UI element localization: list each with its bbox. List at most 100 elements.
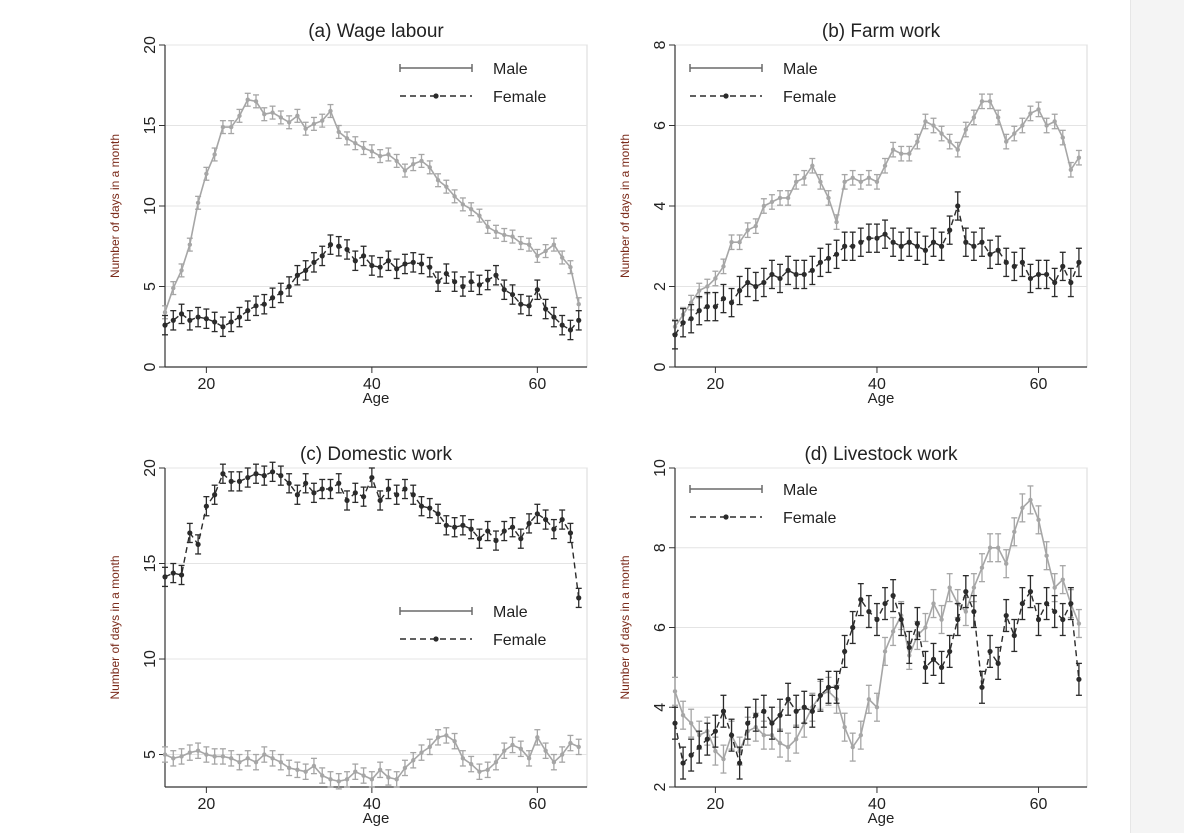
data-point: [858, 596, 864, 603]
data-point: [187, 317, 193, 323]
data-point: [162, 322, 168, 328]
data-point: [162, 574, 168, 580]
data-point: [327, 242, 334, 248]
data-point: [253, 471, 259, 477]
data-point: [411, 161, 416, 167]
y-tick-label: 5: [142, 750, 159, 759]
data-point: [535, 253, 540, 259]
y-tick-label: 20: [142, 459, 159, 477]
data-point: [386, 152, 391, 157]
data-point: [890, 239, 896, 245]
data-point: [1044, 123, 1049, 128]
data-point: [745, 279, 751, 286]
data-point: [1036, 107, 1041, 112]
data-point: [1036, 517, 1041, 523]
data-point: [171, 285, 176, 291]
data-point: [269, 469, 276, 475]
data-point: [286, 480, 292, 486]
data-point: [971, 585, 977, 590]
data-point: [704, 304, 710, 310]
series-line: [674, 203, 1080, 336]
data-point: [427, 505, 433, 511]
data-point: [858, 732, 864, 738]
data-point: [947, 139, 952, 144]
chart-title: (b) Farm work: [822, 21, 941, 42]
data-point: [262, 112, 267, 117]
data-point: [460, 202, 466, 207]
data-point: [696, 744, 702, 750]
x-tick-label: 60: [1030, 796, 1048, 813]
data-point: [890, 593, 896, 599]
data-point: [882, 649, 888, 654]
data-point: [979, 684, 985, 690]
data-point: [809, 267, 815, 273]
data-point: [1011, 632, 1017, 639]
data-point: [817, 692, 824, 698]
data-point: [672, 720, 678, 726]
data-point: [418, 261, 425, 267]
data-point: [939, 617, 944, 622]
data-point: [672, 689, 678, 694]
data-point: [344, 136, 350, 141]
data-point: [485, 277, 491, 283]
data-point: [493, 759, 499, 765]
x-axis-label: Age: [868, 810, 895, 827]
data-point: [493, 229, 499, 234]
data-point: [394, 777, 399, 782]
data-point: [543, 306, 549, 312]
data-point: [203, 316, 209, 322]
data-point: [963, 239, 969, 245]
data-point: [567, 327, 574, 333]
data-point: [220, 471, 226, 477]
data-point: [1060, 135, 1065, 140]
data-point: [850, 624, 856, 631]
y-tick-label: 8: [652, 543, 669, 552]
data-point: [286, 765, 292, 771]
data-point: [576, 595, 582, 601]
data-point: [477, 769, 482, 774]
data-point: [688, 752, 694, 758]
data-point: [777, 740, 783, 746]
x-tick-label: 60: [1030, 376, 1048, 393]
data-point: [1076, 621, 1082, 626]
data-point: [688, 721, 694, 726]
data-point: [509, 524, 516, 530]
series-female: [672, 575, 1082, 780]
data-point: [1027, 589, 1034, 595]
data-point: [303, 267, 309, 273]
data-point: [1068, 279, 1074, 286]
data-point: [1019, 259, 1025, 265]
series-male: [162, 92, 582, 320]
data-point: [303, 480, 309, 486]
data-point: [419, 158, 424, 164]
data-point: [559, 322, 565, 328]
data-point: [435, 279, 441, 285]
data-point: [947, 227, 953, 233]
data-point: [995, 115, 1001, 120]
data-point: [866, 697, 872, 702]
data-point: [369, 149, 375, 154]
y-axis-label: Number of days in a month: [618, 555, 632, 699]
data-point: [672, 332, 678, 338]
data-point: [369, 474, 375, 481]
legend-swatch-marker: [723, 93, 729, 99]
data-point: [955, 203, 961, 209]
data-point: [906, 644, 912, 651]
data-point: [696, 308, 702, 314]
data-point: [793, 708, 799, 714]
data-point: [253, 759, 259, 765]
data-point: [452, 738, 457, 744]
data-point: [228, 319, 234, 325]
data-point: [377, 153, 383, 159]
y-tick-label: 5: [142, 282, 159, 291]
data-point: [361, 773, 366, 778]
data-point: [1020, 123, 1025, 128]
data-point: [170, 317, 176, 323]
data-point: [761, 708, 767, 714]
data-point: [914, 243, 920, 249]
legend: Male Female: [399, 604, 546, 649]
legend-swatch-marker: [433, 636, 439, 642]
right-margin-strip: [1130, 0, 1184, 833]
data-point: [1052, 279, 1058, 286]
data-point: [402, 168, 408, 173]
